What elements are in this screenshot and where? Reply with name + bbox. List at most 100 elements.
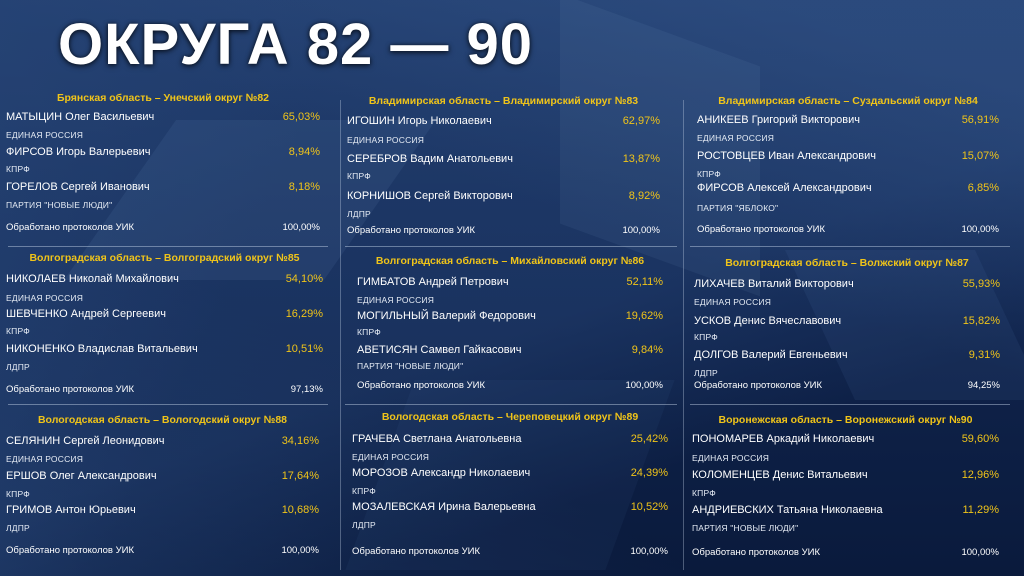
candidate-name: КОРНИШОВ Сергей Викторович [347,190,513,202]
candidate-party: ЛДПР [6,362,30,372]
processed-value: 100,00% [961,224,999,235]
candidate-row: НИКОЛАЕВ Николай Михайлович 54,10% [6,273,323,287]
district-header: Брянская область – Унечский округ №82 [56,92,270,104]
page-title: ОКРУГА 82 — 90 [58,12,533,77]
candidate-name: КОЛОМЕНЦЕВ Денис Витальевич [692,469,868,481]
candidate-name: ЛИХАЧЕВ Виталий Викторович [694,278,854,290]
processed-value: 100,00% [961,547,999,558]
candidate-percent: 56,91% [961,114,999,126]
district-header: Вологодская область – Вологодский округ … [37,414,288,426]
candidate-row: НИКОНЕНКО Владислав Витальевич 10,51% [6,343,323,357]
candidate-name: АВЕТИСЯН Самвел Гайкасович [357,344,522,356]
candidate-percent: 24,39% [630,467,668,479]
candidate-party: ЛДПР [347,209,371,219]
candidate-percent: 8,94% [288,146,320,158]
processed-label: Обработано протоколов УИК [6,384,134,395]
candidate-name: ГРАЧЕВА Светлана Анатольевна [352,433,522,445]
processed-label: Обработано протоколов УИК [357,380,485,391]
candidate-row: СЕРЕБРОВ Вадим Анатольевич 13,87% [347,153,660,167]
processed-value: 97,13% [290,384,323,395]
district-header: Волгоградская область – Волгоградский ок… [29,252,300,264]
district-header: Владимирская область – Суздальский округ… [718,95,978,107]
candidate-party: КПРФ [347,171,371,181]
row-divider [690,404,1010,405]
candidate-row: ФИРСОВ Алексей Александрович 6,85% [697,182,999,196]
processed-label: Обработано протоколов УИК [6,545,134,556]
candidate-row: РОСТОВЦЕВ Иван Александрович 15,07% [697,150,999,164]
candidate-percent: 54,10% [285,273,323,285]
column-divider [340,100,341,570]
candidate-row: ШЕВЧЕНКО Андрей Сергеевич 16,29% [6,308,323,322]
candidate-percent: 11,29% [962,504,1000,516]
candidate-percent: 10,68% [281,504,319,516]
candidate-percent: 8,18% [288,181,320,193]
candidate-name: МОЗАЛЕВСКАЯ Ирина Валерьевна [352,501,536,513]
candidate-party: ЕДИНАЯ РОССИЯ [6,293,84,303]
candidate-party: ПАРТИЯ "НОВЫЕ ЛЮДИ" [692,523,799,533]
candidate-percent: 59,60% [961,433,999,445]
candidate-party: ПАРТИЯ "ЯБЛОКО" [697,203,779,213]
row-divider [690,246,1010,247]
row-divider [8,404,328,405]
candidate-row: АНДРИЕВСКИХ Татьяна Николаевна 11,29% [692,504,999,518]
candidate-row: СЕЛЯНИН Сергей Леонидович 34,16% [6,435,319,449]
candidate-party: ЕДИНАЯ РОССИЯ [357,295,435,305]
candidate-name: ГОРЕЛОВ Сергей Иванович [6,181,150,193]
candidate-row: МОЗАЛЕВСКАЯ Ирина Валерьевна 10,52% [352,501,668,515]
candidate-row: КОРНИШОВ Сергей Викторович 8,92% [347,190,660,204]
district-header: Волгоградская область – Михайловский окр… [375,255,645,267]
candidate-name: МАТЫЦИН Олег Васильевич [6,111,155,123]
district-panel: Волгоградская область – Волгоградский ок… [6,252,323,402]
candidate-row: МОРОЗОВ Александр Николаевич 24,39% [352,467,668,481]
candidate-percent: 65,03% [282,111,320,123]
candidate-name: АНДРИЕВСКИХ Татьяна Николаевна [692,504,883,516]
candidate-party: КПРФ [357,327,381,337]
candidate-name: ШЕВЧЕНКО Андрей Сергеевич [6,308,166,320]
candidate-row: ЕРШОВ Олег Александрович 17,64% [6,470,319,484]
candidate-row: МАТЫЦИН Олег Васильевич 65,03% [6,111,320,125]
candidate-row: ГРИМОВ Антон Юрьевич 10,68% [6,504,319,518]
candidate-party: ПАРТИЯ "НОВЫЕ ЛЮДИ" [357,361,464,371]
candidate-party: ЛДПР [694,368,718,378]
district-panel: Воронежская область – Воронежский округ … [692,412,999,562]
candidate-party: КПРФ [6,164,30,174]
processed-value: 100,00% [281,545,319,556]
candidate-party: ЕДИНАЯ РОССИЯ [692,453,770,463]
candidate-percent: 12,96% [961,469,999,481]
candidate-row: АВЕТИСЯН Самвел Гайкасович 9,84% [357,344,663,358]
candidate-name: НИКОНЕНКО Владислав Витальевич [6,343,198,355]
candidate-party: КПРФ [694,332,718,342]
candidate-party: ПАРТИЯ "НОВЫЕ ЛЮДИ" [6,200,113,210]
candidate-name: МОГИЛЬНЫЙ Валерий Федорович [357,310,536,322]
candidate-name: ДОЛГОВ Валерий Евгеньевич [694,349,848,361]
candidate-name: ПОНОМАРЕВ Аркадий Николаевич [692,433,875,445]
candidate-name: ГРИМОВ Антон Юрьевич [6,504,136,516]
district-panel: Волгоградская область – Михайловский окр… [357,255,663,405]
candidate-party: ЕДИНАЯ РОССИЯ [6,454,84,464]
district-header: Вологодская область – Череповецкий округ… [381,411,639,423]
processed-label: Обработано протоколов УИК [697,224,825,235]
candidate-name: ФИРСОВ Алексей Александрович [697,182,872,194]
candidate-row: ГИМБАТОВ Андрей Петрович 52,11% [357,276,663,290]
processed-value: 100,00% [282,222,320,233]
candidate-party: КПРФ [692,488,716,498]
district-header: Волгоградская область – Волжский округ №… [725,257,969,269]
processed-label: Обработано протоколов УИК [692,547,820,558]
candidate-name: НИКОЛАЕВ Николай Михайлович [6,273,179,285]
candidate-name: РОСТОВЦЕВ Иван Александрович [697,150,876,162]
candidate-name: СЕЛЯНИН Сергей Леонидович [6,435,165,447]
district-panel: Вологодская область – Череповецкий округ… [352,409,668,559]
candidate-party: КПРФ [6,326,30,336]
candidate-row: ФИРСОВ Игорь Валерьевич 8,94% [6,146,320,160]
processed-value: 100,00% [630,546,668,557]
candidate-party: ЕДИНАЯ РОССИЯ [347,135,425,145]
district-panel: Владимирская область – Владимирский окру… [347,93,660,243]
candidate-row: МОГИЛЬНЫЙ Валерий Федорович 19,62% [357,310,663,324]
candidate-percent: 62,97% [622,115,660,127]
row-divider [345,404,677,405]
candidate-percent: 8,92% [628,190,660,202]
candidate-percent: 34,16% [281,435,319,447]
candidate-row: ГОРЕЛОВ Сергей Иванович 8,18% [6,181,320,195]
processed-label: Обработано протоколов УИК [6,222,134,233]
candidate-percent: 55,93% [962,278,1000,290]
